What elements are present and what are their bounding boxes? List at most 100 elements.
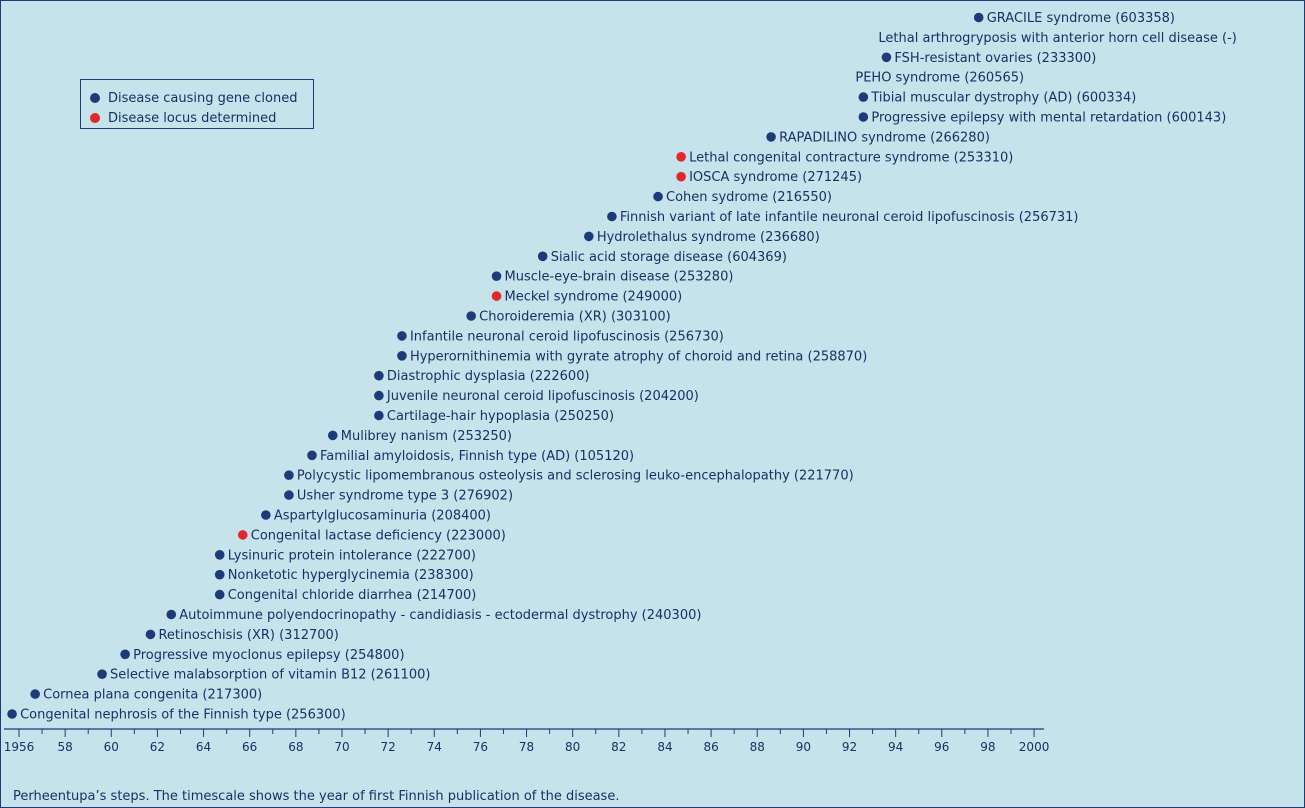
point-label: RAPADILINO syndrome (266280): [779, 130, 990, 145]
point-label: Aspartylglucosaminuria (208400): [274, 509, 491, 524]
point-label: FSH-resistant ovaries (233300): [894, 51, 1096, 66]
data-point-cloned: [214, 589, 225, 600]
data-point-cloned: [284, 470, 294, 481]
data-point-cloned: [653, 191, 663, 202]
point-label: Lethal congenital contracture syndrome (…: [689, 150, 1013, 165]
point-label: Hydrolethalus syndrome (236680): [597, 230, 820, 245]
x-axis: 1956 58 60 62 64 66 68 70 72 74 76 78 80 82 84 86 88 90 92…: [4, 728, 1050, 754]
data-point-cloned: [214, 569, 225, 580]
point-label: Familial amyloidosis, Finnish type (AD) …: [320, 449, 634, 464]
x-tick-label: 84: [657, 740, 672, 754]
data-point-cloned: [766, 132, 776, 142]
point-label: Muscle-eye-brain disease (253280): [505, 270, 734, 285]
x-tick-label: 66: [242, 740, 257, 754]
point-label: Congenital chloride diarrhea (214700): [228, 588, 477, 603]
point-label: Meckel syndrome (249000): [505, 290, 683, 305]
data-point-cloned: [7, 709, 17, 719]
legend-entry-locus: Disease locus determined: [90, 108, 313, 128]
data-point-cloned: [374, 390, 384, 401]
x-tick-label: 88: [750, 740, 765, 754]
data-point-cloned: [607, 211, 617, 222]
data-point-locus: [491, 291, 502, 301]
legend-label-locus: Disease locus determined: [108, 110, 277, 126]
point-label: Infantile neuronal ceroid lipofuscinosis…: [410, 329, 724, 344]
data-point-cloned: [537, 251, 548, 262]
x-tick-label: 94: [888, 740, 903, 754]
data-point-cloned: [881, 52, 892, 63]
point-label: Lysinuric protein intolerance (222700): [228, 548, 476, 563]
data-point-cloned: [397, 331, 407, 341]
x-tick-label: 98: [980, 740, 995, 754]
data-point-locus: [676, 152, 686, 162]
point-label: Congenital nephrosis of the Finnish type…: [20, 708, 346, 723]
point-label: Progressive myoclonus epilepsy (254800): [133, 648, 404, 663]
point-label: Choroideremia (XR) (303100): [479, 310, 671, 325]
point-label: Cohen sydrome (216550): [666, 190, 832, 205]
data-point-cloned: [491, 271, 502, 282]
x-tick-label: 86: [703, 740, 718, 754]
point-label: Tibial muscular dystrophy (AD) (600334): [870, 91, 1136, 106]
x-tick-label: 72: [380, 740, 395, 754]
point-label: Polycystic lipomembranous osteolysis and…: [297, 469, 854, 484]
x-tick-label: 74: [427, 740, 442, 754]
point-label: Diastrophic dysplasia (222600): [387, 369, 590, 384]
point-label: GRACILE syndrome (603358): [987, 11, 1175, 26]
point-label: Mulibrey nanism (253250): [341, 429, 512, 444]
legend-label-cloned: Disease causing gene cloned: [108, 90, 298, 106]
x-tick-label: 2000: [1019, 740, 1050, 754]
point-label: PEHO syndrome (260565): [855, 71, 1024, 86]
x-tick-label: 62: [150, 740, 165, 754]
data-point-cloned: [30, 689, 40, 699]
chart-caption: Perheentupa’s steps. The timescale shows…: [13, 789, 620, 804]
point-label: Progressive epilepsy with mental retarda…: [871, 111, 1226, 126]
data-point-cloned: [307, 450, 317, 461]
legend-dot-locus-icon: [90, 113, 100, 123]
point-label: Congenital lactase deficiency (223000): [251, 528, 506, 543]
data-point-locus: [237, 530, 248, 540]
point-label: Juvenile neuronal ceroid lipofuscinosis …: [386, 389, 699, 404]
data-point-cloned: [397, 351, 407, 361]
x-tick-label: 58: [57, 740, 72, 754]
x-tick-label: 68: [288, 740, 303, 754]
data-point-cloned: [858, 92, 869, 102]
x-tick-label: 60: [104, 740, 119, 754]
point-label: Autoimmune polyendocrinopathy - candidia…: [179, 608, 701, 623]
point-label: Selective malabsorption of vitamin B12 (…: [110, 668, 430, 683]
x-tick-label: 70: [334, 740, 349, 754]
data-point-cloned: [97, 669, 107, 679]
data-point-cloned: [374, 370, 384, 381]
point-label: Sialic acid storage disease (604369): [551, 250, 787, 265]
legend: Disease causing gene cloned Disease locu…: [80, 79, 314, 129]
legend-dot-cloned-icon: [90, 93, 100, 103]
x-tick-label: 82: [611, 740, 626, 754]
x-tick-label: 92: [842, 740, 857, 754]
data-point-cloned: [284, 490, 294, 500]
x-tick-label: 78: [519, 740, 534, 754]
point-label: IOSCA syndrome (271245): [689, 170, 862, 185]
x-tick-label: 64: [196, 740, 211, 754]
point-label: Cornea plana congenita (217300): [43, 688, 262, 703]
disease-points: Congenital nephrosis of the Finnish type…: [7, 11, 1237, 723]
x-tick-label: 1956: [4, 740, 35, 754]
data-point-cloned: [584, 231, 594, 242]
point-label: Finnish variant of late infantile neuron…: [620, 210, 1079, 225]
data-point-cloned: [214, 550, 225, 560]
x-tick-label: 96: [934, 740, 949, 754]
point-label: Retinoschisis (XR) (312700): [158, 628, 338, 643]
data-point-locus: [676, 171, 686, 182]
data-point-cloned: [973, 12, 984, 23]
point-label: Usher syndrome type 3 (276902): [297, 489, 513, 504]
data-point-cloned: [374, 410, 384, 421]
x-tick-label: 90: [796, 740, 811, 754]
x-tick-label: 80: [565, 740, 580, 754]
x-tick-label: 76: [473, 740, 488, 754]
legend-entry-cloned: Disease causing gene cloned: [90, 88, 313, 108]
data-point-cloned: [858, 112, 869, 122]
data-point-cloned: [466, 311, 476, 321]
point-label: Cartilage-hair hypoplasia (250250): [387, 409, 614, 424]
data-point-cloned: [166, 609, 177, 620]
data-point-cloned: [327, 430, 338, 441]
point-label: Lethal arthrogryposis with anterior horn…: [878, 31, 1236, 46]
